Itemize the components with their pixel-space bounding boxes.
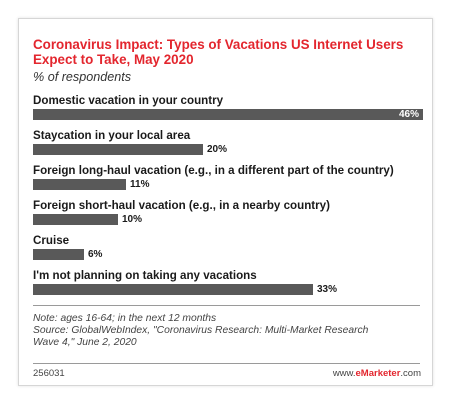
category-label: Staycation in your local area (33, 129, 191, 142)
bar-row: Cruise 6% (33, 234, 423, 269)
bar-row: Foreign long-haul vacation (e.g., in a d… (33, 164, 423, 199)
note-line: Note: ages 16-64; in the next 12 months (33, 313, 217, 324)
bar (33, 109, 423, 120)
category-label: Foreign long-haul vacation (e.g., in a d… (33, 164, 394, 177)
category-label: I'm not planning on taking any vacations (33, 269, 257, 282)
bar (33, 179, 126, 190)
value-label: 20% (207, 144, 228, 155)
bar (33, 144, 203, 155)
divider (33, 305, 420, 306)
bar-row: Staycation in your local area 20% (33, 129, 423, 164)
chart-id: 256031 (33, 368, 65, 379)
bar-row: Domestic vacation in your country 46% (33, 94, 423, 129)
bar-row: I'm not planning on taking any vacations… (33, 269, 423, 304)
bar-chart: Domestic vacation in your country 46% Stay… (33, 94, 423, 304)
value-label: 10% (122, 214, 143, 225)
brand-name: eMarketer (355, 368, 401, 379)
brand-prefix: www. (332, 368, 356, 379)
brand-link[interactable]: www.eMarketer.com (333, 368, 421, 379)
divider (33, 363, 420, 364)
source-line: Source: GlobalWebIndex, "Coronavirus Res… (33, 325, 369, 336)
bar (33, 284, 313, 295)
chart-subtitle: % of respondents (33, 70, 132, 84)
source-line: Wave 4," June 2, 2020 (33, 337, 137, 348)
category-label: Cruise (33, 234, 70, 247)
category-label: Foreign short-haul vacation (e.g., in a … (33, 199, 330, 212)
value-label: 33% (317, 284, 338, 295)
value-label: 46% (398, 109, 419, 120)
chart-notes: Note: ages 16-64; in the next 12 months … (33, 313, 423, 349)
chart-title: Coronavirus Impact: Types of Vacations U… (33, 37, 404, 67)
value-label: 11% (130, 179, 150, 190)
brand-suffix: .com (400, 368, 421, 379)
bar (33, 249, 84, 260)
value-label: 6% (88, 249, 103, 260)
chart-card: Coronavirus Impact: Types of Vacations U… (18, 18, 433, 386)
bar (33, 214, 118, 225)
category-label: Domestic vacation in your country (33, 94, 224, 107)
bar-row: Foreign short-haul vacation (e.g., in a … (33, 199, 423, 234)
